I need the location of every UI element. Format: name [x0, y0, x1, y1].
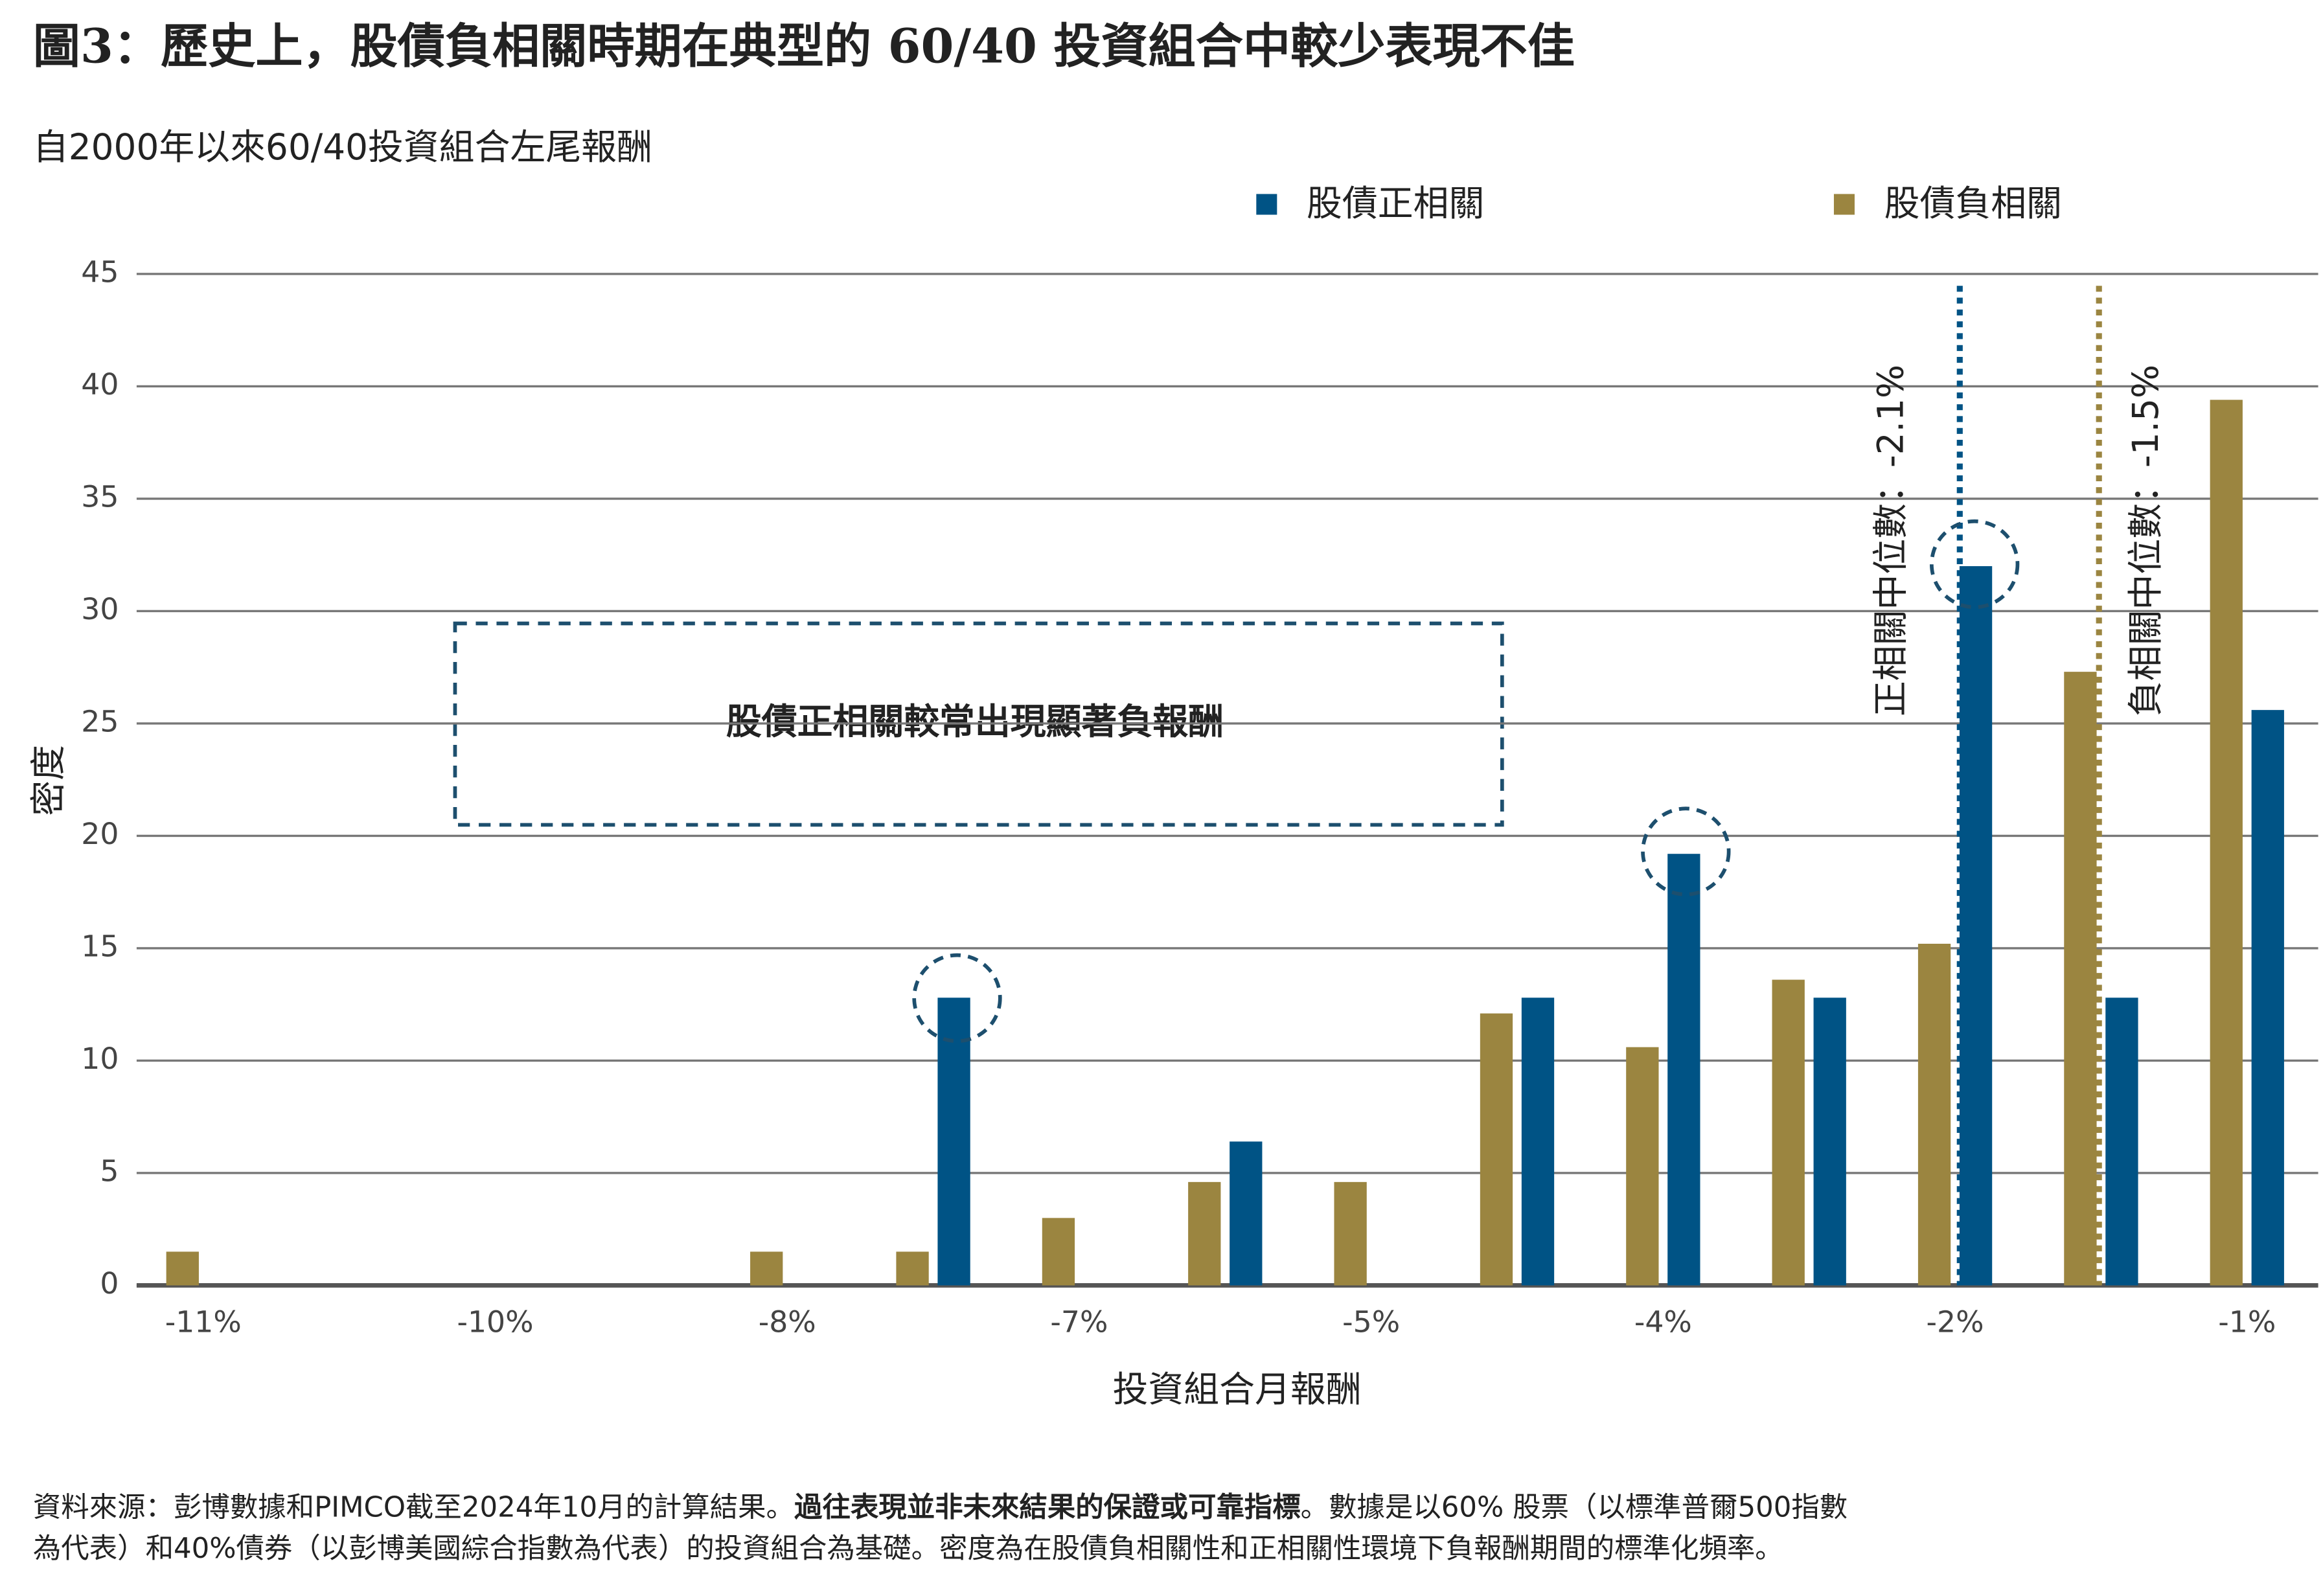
x-tick-label: -1%	[2218, 1305, 2276, 1339]
y-tick-label: 40	[81, 367, 119, 402]
highlight-circle	[1929, 519, 2020, 610]
y-tick-label: 20	[81, 817, 119, 851]
bar	[1667, 854, 1700, 1286]
y-tick-label: 5	[100, 1154, 119, 1188]
legend-swatch	[1256, 194, 1277, 215]
bar	[1334, 1181, 1367, 1286]
annotation-text: 股債正相關較常出現顯著負報酬	[726, 701, 1224, 742]
x-tick-label: -4%	[1634, 1305, 1692, 1339]
x-tick-label: -10%	[457, 1305, 533, 1339]
y-tick-label: 25	[81, 704, 119, 738]
x-tick-label: -11%	[165, 1305, 242, 1339]
x-tick-label: -2%	[1927, 1305, 1984, 1339]
bar	[1480, 1013, 1513, 1286]
bar	[937, 998, 970, 1286]
y-tick-label: 30	[81, 592, 119, 626]
x-axis-label: 投資組合月報酬	[1113, 1369, 1362, 1410]
bar	[1772, 979, 1805, 1286]
x-tick-label: -5%	[1342, 1305, 1400, 1339]
y-tick-label: 35	[81, 479, 119, 514]
highlight-circle	[912, 953, 1002, 1043]
bar	[750, 1251, 783, 1286]
bar	[166, 1251, 199, 1286]
median-label: 正相關中位數：-2.1%	[1870, 365, 1912, 716]
source-bold: 過往表現並非未來結果的保證或可靠指標	[794, 1491, 1301, 1523]
bar	[1188, 1181, 1221, 1286]
bar	[2064, 672, 2097, 1286]
y-tick-label: 0	[100, 1266, 119, 1301]
legend-swatch	[1833, 194, 1855, 215]
bar	[896, 1251, 929, 1286]
y-tick-label: 45	[81, 255, 119, 289]
bar	[2251, 710, 2284, 1286]
bar	[2105, 998, 2138, 1286]
bar	[1813, 998, 1846, 1286]
source-note: 資料來源：彭博數據和PIMCO截至2024年10月的計算結果。過往表現並非未來結…	[33, 1491, 1848, 1523]
source-note: 為代表）和40%債券（以彭博美國綜合指數為代表）的投資組合為基礎。密度為在股債負…	[33, 1533, 1783, 1565]
x-tick-label: -7%	[1050, 1305, 1108, 1339]
legend-label: 股債負相關	[1884, 183, 2062, 224]
bar	[1230, 1141, 1263, 1286]
y-axis-label: 密度	[27, 745, 69, 816]
bar	[1626, 1047, 1659, 1286]
bar	[1917, 944, 1951, 1286]
chart-subtitle: 自2000年以來60/40投資組合左尾報酬	[33, 126, 652, 168]
legend-label: 股債正相關	[1307, 183, 1484, 224]
bar	[2210, 400, 2243, 1286]
y-tick-label: 10	[81, 1042, 119, 1076]
chart-title: 圖3：歷史上，股債負相關時期在典型的 60/40 投資組合中較少表現不佳	[33, 19, 1575, 74]
bar	[1042, 1218, 1075, 1286]
highlight-circle	[1641, 806, 1731, 896]
y-tick-label: 15	[81, 929, 119, 963]
bar	[1959, 566, 1993, 1286]
median-label: 負相關中位數：-1.5%	[2125, 365, 2166, 716]
source-part: 。數據是以60% 股票（以標準普爾500指數	[1301, 1491, 1848, 1523]
source-part: 資料來源：彭博數據和PIMCO截至2024年10月的計算結果。	[33, 1491, 794, 1523]
x-tick-label: -8%	[759, 1305, 816, 1339]
bar	[1521, 998, 1555, 1286]
